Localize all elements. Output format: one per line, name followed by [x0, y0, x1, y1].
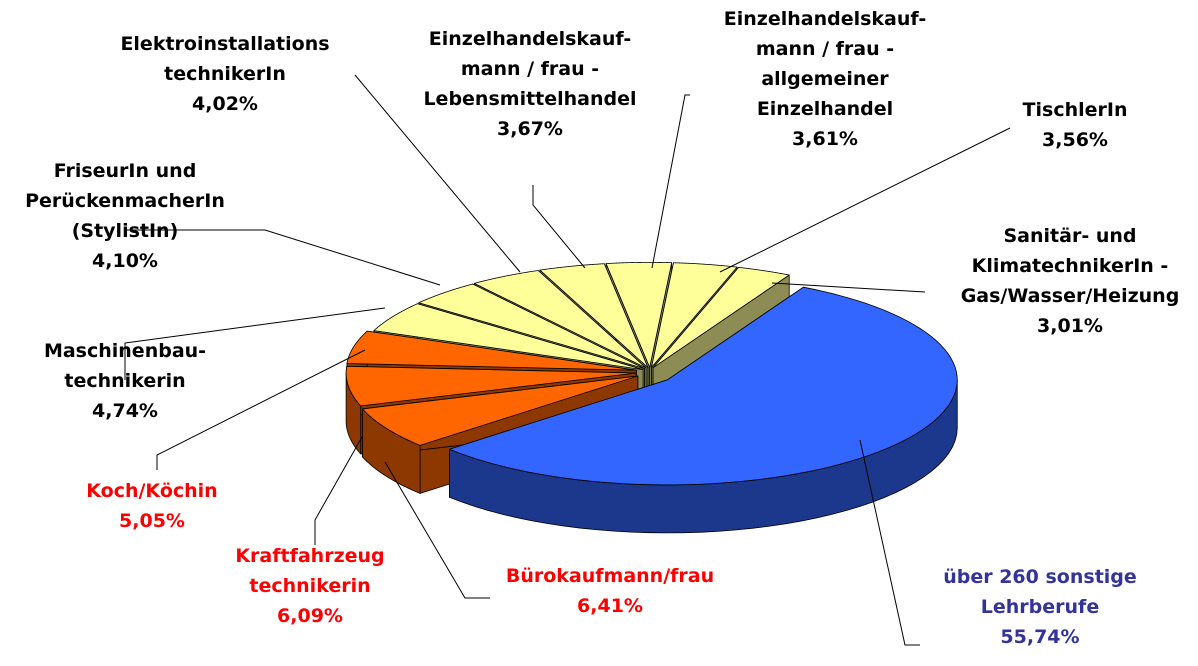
slice-label: Kraftfahrzeug technikerin 6,09% [235, 545, 384, 627]
label-line: Lebensmittelhandel [423, 88, 636, 110]
leader-line [771, 282, 926, 293]
leader-line [859, 439, 920, 646]
label-line: Bürokaufmann/frau [506, 565, 714, 587]
value-label: 3,01% [1037, 315, 1103, 337]
slice-label: Koch/Köchin 5,05% [86, 480, 217, 532]
label-line: Kraftfahrzeug [235, 545, 384, 567]
value-label: 4,10% [92, 250, 158, 272]
label-line: Einzelhandelskauf- [429, 28, 631, 50]
leader-line [124, 307, 386, 380]
slice-label: über 260 sonstige Lehrberufe 55,74% [943, 566, 1137, 648]
label-line: KlimatechnikerIn - [972, 255, 1169, 277]
slice-top [651, 262, 738, 368]
label-line: Gas/Wasser/Heizung [961, 285, 1180, 307]
leader-line [384, 461, 490, 599]
slice-label: Einzelhandelskauf-mann / frau - Lebensmit… [423, 28, 636, 140]
leader-line [314, 436, 363, 545]
label-line: Maschinenbau- [44, 340, 206, 362]
label-line: FriseurIn und [54, 160, 197, 182]
leader-line [156, 349, 366, 470]
label-line: Einzelhandelskauf- [724, 8, 926, 30]
leader-line [651, 94, 690, 269]
slice-top [345, 365, 637, 407]
label-line: Einzelhandel [757, 98, 893, 120]
label-line: Sanitär- und [1004, 225, 1137, 247]
leader-line [532, 185, 586, 269]
slice-top [652, 266, 790, 369]
label-line: Elektroinstallations [120, 33, 329, 55]
slice-top [373, 303, 644, 371]
value-label: 6,41% [577, 595, 643, 617]
slice-label: Sanitär- und KlimatechnikerIn - Gas/Wasser… [961, 225, 1180, 337]
value-label: 4,74% [92, 400, 158, 422]
label-line: mann / frau - [461, 58, 599, 80]
label-line: Lehrberufe [981, 596, 1099, 618]
label-line: über 260 sonstige [943, 566, 1137, 588]
leader-line [354, 74, 521, 273]
slice-label: Maschinenbau-technikerin 4,74% [44, 340, 206, 422]
value-label: 5,05% [119, 510, 185, 532]
label-line: PerückenmacherIn [25, 190, 225, 212]
value-label: 6,09% [277, 605, 343, 627]
label-line: technikerIn [164, 63, 286, 85]
label-line: allgemeiner [761, 68, 889, 90]
value-label: 4,02% [192, 93, 258, 115]
label-line: TischlerIn [1023, 99, 1128, 121]
slice-label: FriseurIn und PerückenmacherIn (StylistIn)… [25, 160, 225, 272]
label-line: technikerin [64, 370, 185, 392]
slice-top [449, 286, 958, 486]
slice-label: Bürokaufmann/frau 6,41% [506, 565, 714, 617]
slice-top [473, 270, 647, 369]
slice-top [539, 263, 649, 368]
slice-label: Einzelhandelskauf-mann / frau - allgemein… [724, 8, 926, 150]
value-label: 3,61% [792, 128, 858, 150]
label-line: mann / frau - [756, 38, 894, 60]
leader-line [125, 229, 441, 286]
label-line: technikerin [249, 575, 370, 597]
label-line: (StylistIn) [72, 220, 179, 242]
slice-top [362, 375, 639, 446]
leader-line [719, 127, 1011, 273]
slice-label: TischlerIn 3,56% [1023, 99, 1128, 151]
value-label: 3,67% [497, 118, 563, 140]
slice-top [605, 261, 673, 368]
value-label: 55,74% [1000, 626, 1079, 648]
slice-label: Elektroinstallations technikerIn 4,02% [120, 33, 329, 115]
slice [449, 286, 958, 534]
label-line: Koch/Köchin [86, 480, 217, 502]
value-label: 3,56% [1042, 129, 1108, 151]
slice-top [418, 283, 645, 370]
